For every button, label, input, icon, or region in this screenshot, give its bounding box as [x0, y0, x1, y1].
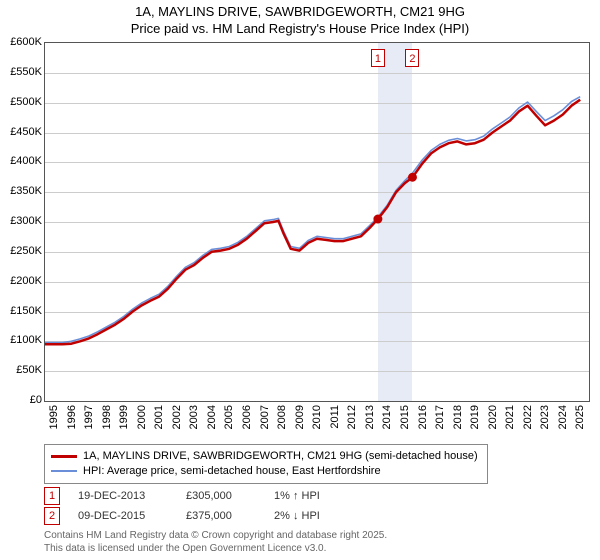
x-tick-label: 2025 [574, 405, 586, 429]
x-tick-label: 2001 [153, 405, 165, 429]
x-tick-label: 2020 [487, 405, 499, 429]
legend-item-hpi: HPI: Average price, semi-detached house,… [51, 464, 481, 479]
legend-label: 1A, MAYLINS DRIVE, SAWBRIDGEWORTH, CM21 … [83, 449, 478, 464]
tx-date: 19-DEC-2013 [78, 490, 168, 502]
transactions-table: 1 19-DEC-2013 £305,000 1% ↑ HPI 2 09-DEC… [44, 486, 354, 526]
x-tick-label: 2017 [434, 405, 446, 429]
y-tick-label: £600K [2, 36, 42, 48]
y-tick-label: £300K [2, 215, 42, 227]
x-tick-label: 1996 [66, 405, 78, 429]
x-tick-label: 2013 [364, 405, 376, 429]
x-tick-label: 2008 [276, 405, 288, 429]
series-hpi [45, 97, 580, 343]
y-tick-label: £400K [2, 155, 42, 167]
legend-label: HPI: Average price, semi-detached house,… [83, 464, 381, 479]
x-tick-label: 2009 [294, 405, 306, 429]
x-tick-label: 2016 [417, 405, 429, 429]
x-tick-label: 2004 [206, 405, 218, 429]
x-tick-label: 2003 [188, 405, 200, 429]
legend-item-property: 1A, MAYLINS DRIVE, SAWBRIDGEWORTH, CM21 … [51, 449, 481, 464]
x-tick-label: 2002 [171, 405, 183, 429]
legend-swatch [51, 470, 77, 472]
x-tick-label: 2021 [504, 405, 516, 429]
tx-date: 09-DEC-2015 [78, 510, 168, 522]
legend: 1A, MAYLINS DRIVE, SAWBRIDGEWORTH, CM21 … [44, 444, 488, 484]
y-tick-label: £550K [2, 66, 42, 78]
y-tick-label: £500K [2, 96, 42, 108]
x-tick-label: 2006 [241, 405, 253, 429]
marker-dot [408, 173, 416, 181]
table-row: 1 19-DEC-2013 £305,000 1% ↑ HPI [44, 486, 354, 506]
y-tick-label: £450K [2, 126, 42, 138]
tx-price: £305,000 [186, 490, 256, 502]
chart-container: 1A, MAYLINS DRIVE, SAWBRIDGEWORTH, CM21 … [0, 0, 600, 560]
x-tick-label: 2018 [452, 405, 464, 429]
y-tick-label: £0 [2, 394, 42, 406]
x-tick-label: 2024 [557, 405, 569, 429]
title-address: 1A, MAYLINS DRIVE, SAWBRIDGEWORTH, CM21 … [0, 4, 600, 21]
y-tick-label: £250K [2, 245, 42, 257]
y-tick-label: £200K [2, 275, 42, 287]
tx-index: 2 [44, 507, 60, 525]
line-series [45, 43, 589, 401]
x-tick-label: 2019 [469, 405, 481, 429]
footer-attribution: Contains HM Land Registry data © Crown c… [44, 530, 387, 555]
x-tick-label: 2014 [381, 405, 393, 429]
legend-swatch [51, 455, 77, 458]
footer-line2: This data is licensed under the Open Gov… [44, 543, 387, 556]
footer-line1: Contains HM Land Registry data © Crown c… [44, 530, 387, 543]
x-tick-label: 2010 [311, 405, 323, 429]
x-tick-label: 2005 [223, 405, 235, 429]
x-tick-label: 2011 [329, 405, 341, 429]
title-subtitle: Price paid vs. HM Land Registry's House … [0, 21, 600, 38]
y-tick-label: £350K [2, 185, 42, 197]
x-tick-label: 2012 [346, 405, 358, 429]
series-property [45, 100, 580, 345]
marker-dot [374, 215, 382, 223]
x-tick-label: 1995 [48, 405, 60, 429]
y-tick-label: £100K [2, 334, 42, 346]
tx-diff: 1% ↑ HPI [274, 490, 354, 502]
tx-index: 1 [44, 487, 60, 505]
x-tick-label: 2000 [136, 405, 148, 429]
tx-price: £375,000 [186, 510, 256, 522]
chart-title: 1A, MAYLINS DRIVE, SAWBRIDGEWORTH, CM21 … [0, 0, 600, 38]
x-tick-label: 2015 [399, 405, 411, 429]
x-tick-label: 2007 [259, 405, 271, 429]
marker-label: 1 [371, 49, 385, 67]
x-tick-label: 2023 [539, 405, 551, 429]
x-tick-label: 1997 [83, 405, 95, 429]
x-tick-label: 1999 [118, 405, 130, 429]
tx-diff: 2% ↓ HPI [274, 510, 354, 522]
marker-label: 2 [405, 49, 419, 67]
x-tick-label: 1998 [101, 405, 113, 429]
y-tick-label: £150K [2, 305, 42, 317]
plot-area: 12 [44, 42, 590, 402]
table-row: 2 09-DEC-2015 £375,000 2% ↓ HPI [44, 506, 354, 526]
x-tick-label: 2022 [522, 405, 534, 429]
y-tick-label: £50K [2, 364, 42, 376]
